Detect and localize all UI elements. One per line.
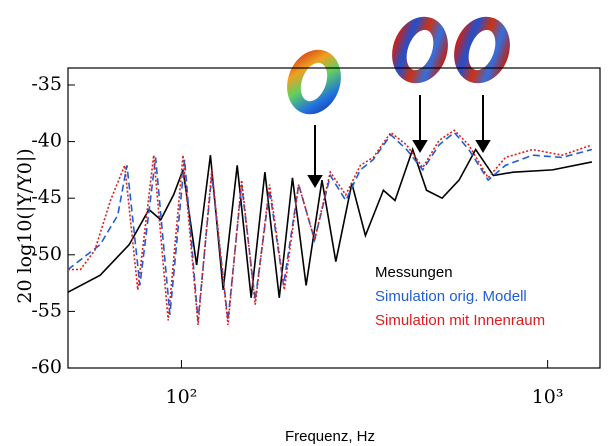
arrows [307, 95, 491, 188]
y-tick-label: -35 [31, 73, 62, 95]
legend-entry: Simulation mit Innenraum [375, 312, 545, 329]
legend-entry: Simulation orig. Modell [375, 288, 527, 305]
series-line [68, 129, 593, 326]
x-tick-label: 10² [166, 386, 198, 408]
y-axis-label: 20 log10(|Y/Y0|) [14, 148, 36, 303]
series-line [67, 131, 593, 321]
series-line [67, 147, 593, 298]
plot-frame [67, 67, 601, 369]
ring-icons [287, 16, 510, 115]
legend-entry: Messungen [375, 264, 453, 281]
x-tick-label: 10³ [532, 386, 564, 408]
y-tick-label: -60 [31, 356, 62, 378]
x-axis-label: Frequenz, Hz [285, 428, 375, 445]
y-tick-label: -45 [31, 186, 62, 208]
y-tick-label: -40 [31, 130, 62, 152]
y-tick-label: -50 [31, 243, 62, 265]
y-tick-label: -55 [31, 299, 62, 321]
